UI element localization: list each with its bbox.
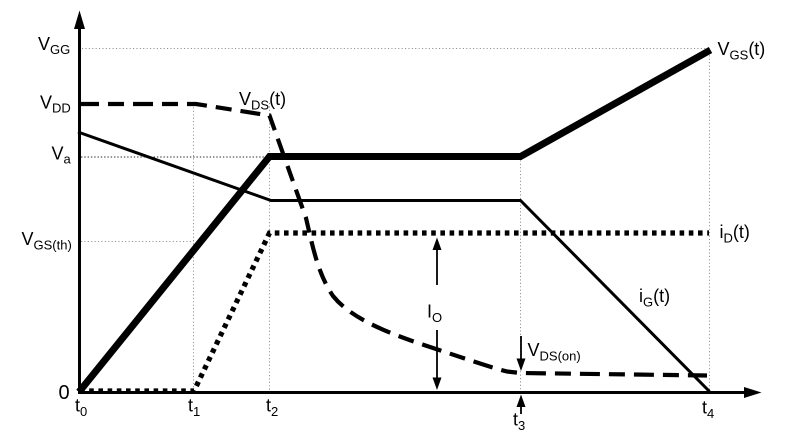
svg-text:VGG: VGG <box>38 34 70 57</box>
svg-text:Va: Va <box>52 144 72 167</box>
svg-text:VGS(t): VGS(t) <box>718 39 766 63</box>
svg-text:VDS(on): VDS(on) <box>528 340 581 364</box>
svg-text:IO: IO <box>427 302 442 326</box>
svg-text:t2: t2 <box>266 396 278 420</box>
svg-text:iD(t): iD(t) <box>720 222 750 246</box>
svg-text:VDS(t): VDS(t) <box>239 89 286 113</box>
svg-text:VDD: VDD <box>40 93 71 116</box>
svg-text:iG(t): iG(t) <box>639 286 670 310</box>
svg-text:0: 0 <box>59 382 70 404</box>
svg-text:VGS(th): VGS(th) <box>22 229 72 253</box>
svg-text:t4: t4 <box>702 398 714 422</box>
svg-text:t3: t3 <box>513 410 525 434</box>
svg-text:t1: t1 <box>188 396 200 420</box>
svg-text:t0: t0 <box>75 396 87 420</box>
